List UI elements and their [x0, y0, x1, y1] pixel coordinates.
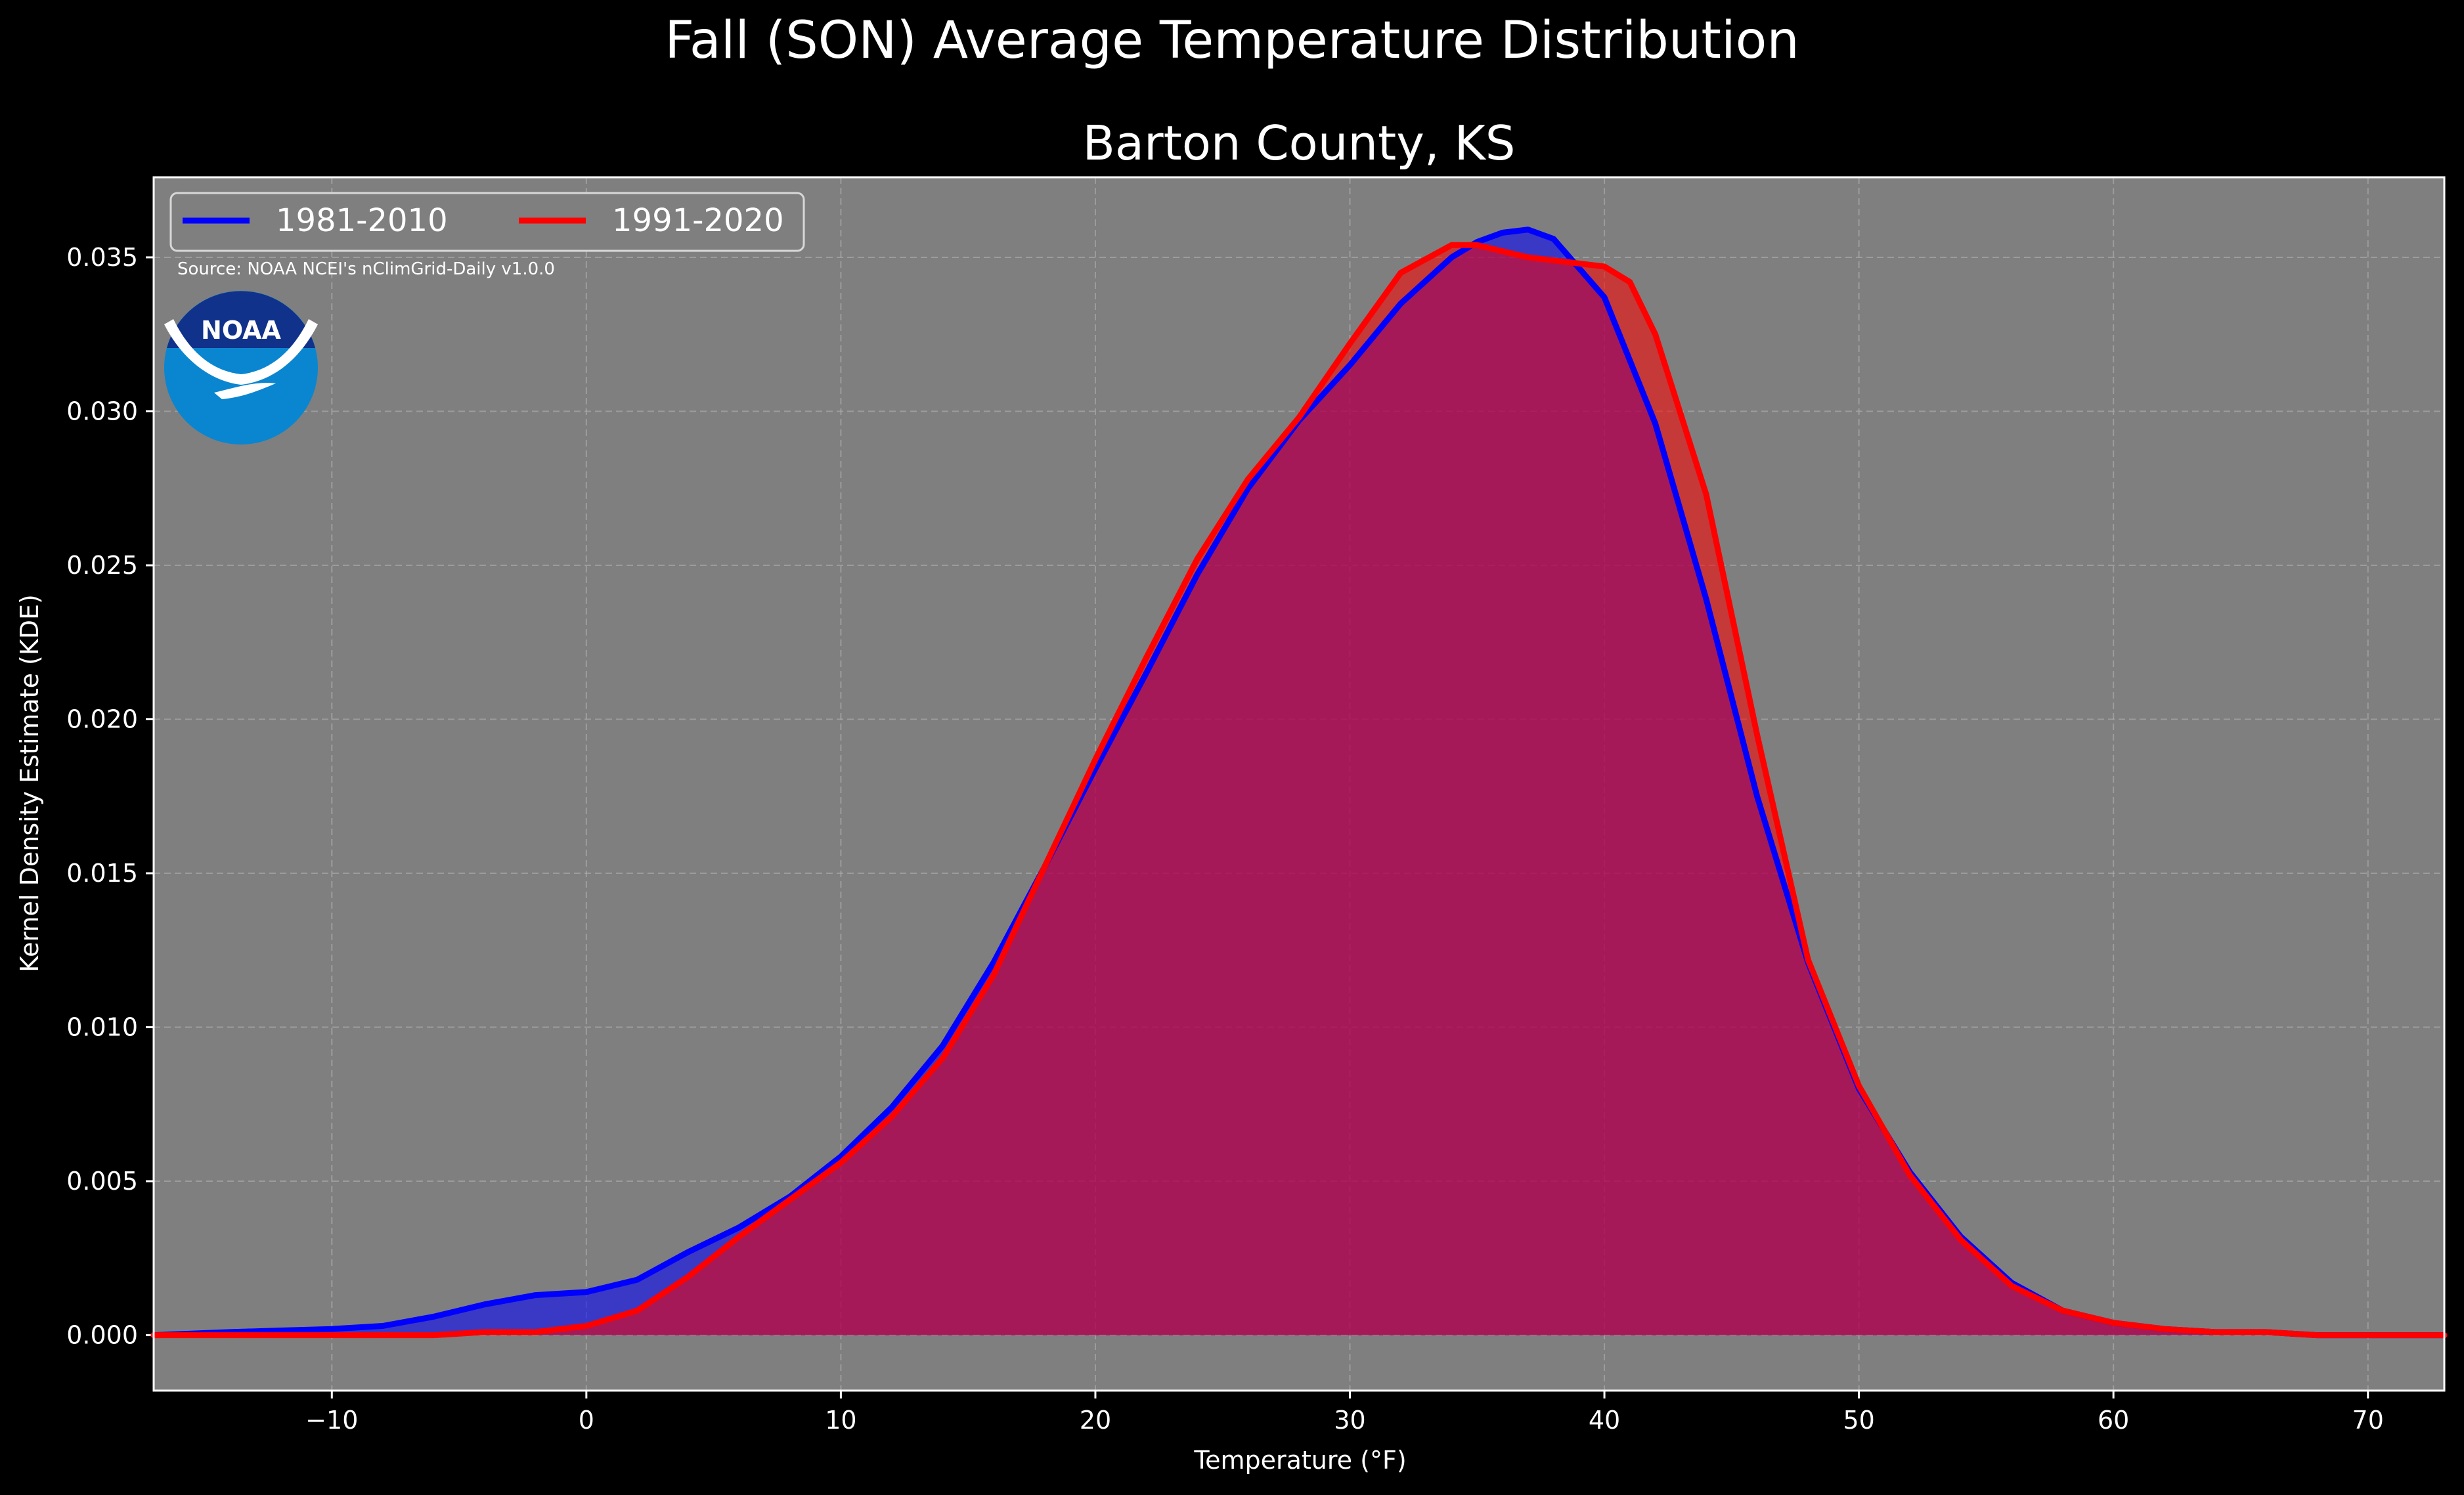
y-tick-label: 0.000: [66, 1321, 138, 1350]
x-tick-label: 0: [579, 1406, 594, 1435]
x-tick-label: −10: [305, 1406, 358, 1435]
x-axis-label: Temperature (°F): [1193, 1446, 1406, 1475]
y-tick-label: 0.010: [66, 1013, 138, 1042]
area-1991-2020: [154, 245, 2444, 1335]
x-tick-label: 10: [825, 1406, 856, 1435]
y-tick-label: 0.025: [66, 551, 138, 580]
y-tick-label: 0.020: [66, 705, 138, 734]
y-axis-label: Kernel Density Estimate (KDE): [15, 594, 44, 972]
legend-label-1991-2020: 1991-2020: [612, 202, 784, 239]
x-tick-label: 20: [1080, 1406, 1111, 1435]
legend-label-1981-2010: 1981-2010: [276, 202, 448, 239]
y-tick-label: 0.005: [66, 1167, 138, 1196]
chart-title: Fall (SON) Average Temperature Distribut…: [665, 11, 1799, 70]
y-tick-label: 0.015: [66, 859, 138, 888]
line-1991-2020: [150, 242, 2448, 1339]
x-tick-label: 70: [2352, 1406, 2384, 1435]
noaa-logo-text: NOAA: [201, 316, 281, 345]
plot-frame: [152, 176, 2446, 1392]
legend-box: [169, 192, 805, 252]
y-tick-label: 0.030: [66, 397, 138, 425]
chart-subtitle: Barton County, KS: [1082, 116, 1515, 171]
legend: 1981-2010 1991-2020: [169, 192, 805, 252]
plot-area: −10 0 10 20 30 40 50 60 70 0.000 0.005 0.010 0.015 0.…: [66, 176, 2448, 1435]
x-tick-label: 50: [1843, 1406, 1874, 1435]
source-annotation: Source: NOAA NCEI's nClimGrid-Daily v1.0…: [177, 259, 555, 279]
x-tick-label: 30: [1334, 1406, 1365, 1435]
x-tick-label: 40: [1589, 1406, 1620, 1435]
x-tick-label: 60: [2098, 1406, 2129, 1435]
noaa-logo-icon: NOAA: [164, 291, 318, 444]
y-tick-label: 0.035: [66, 243, 138, 272]
